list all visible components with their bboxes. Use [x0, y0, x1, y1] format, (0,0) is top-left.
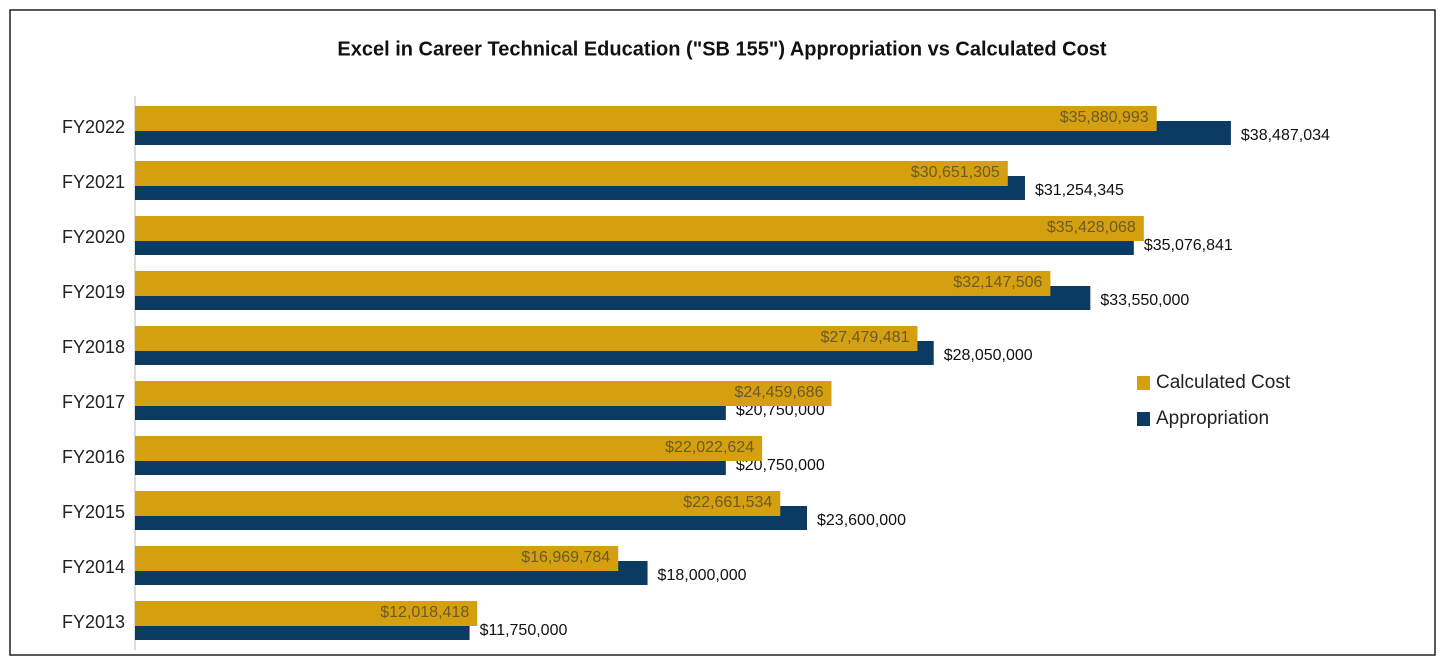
data-label: $28,050,000 — [944, 347, 1033, 364]
legend-label: Calculated Cost — [1156, 372, 1291, 393]
data-label: $31,254,345 — [1035, 182, 1124, 199]
data-label: $20,750,000 — [736, 402, 825, 419]
data-label: $27,479,481 — [820, 329, 909, 346]
bar — [135, 161, 1008, 186]
data-label: $24,459,686 — [735, 384, 824, 401]
data-label: $12,018,418 — [380, 604, 469, 621]
y-tick-label: FY2021 — [62, 172, 125, 192]
bar — [135, 436, 763, 461]
data-label: $20,750,000 — [736, 457, 825, 474]
y-tick-label: FY2017 — [62, 392, 125, 412]
y-tick-label: FY2015 — [62, 502, 125, 522]
data-label: $33,550,000 — [1100, 292, 1189, 309]
y-tick-label: FY2022 — [62, 117, 125, 137]
bar — [135, 491, 781, 516]
y-tick-label: FY2018 — [62, 337, 125, 357]
bar — [135, 381, 832, 406]
y-tick-label: FY2020 — [62, 227, 125, 247]
data-label: $23,600,000 — [817, 512, 906, 529]
data-label: $22,661,534 — [683, 494, 772, 511]
bar — [135, 216, 1144, 241]
legend-swatch — [1137, 412, 1150, 426]
legend-swatch — [1137, 376, 1150, 390]
data-label: $22,022,624 — [665, 439, 754, 456]
data-label: $32,147,506 — [953, 274, 1042, 291]
y-tick-label: FY2013 — [62, 612, 125, 632]
chart-title: Excel in Career Technical Education ("SB… — [337, 38, 1107, 60]
legend-label: Appropriation — [1156, 408, 1269, 429]
y-tick-label: FY2019 — [62, 282, 125, 302]
data-label: $18,000,000 — [658, 567, 747, 584]
data-label: $38,487,034 — [1241, 127, 1330, 144]
bar — [135, 601, 478, 626]
data-label: $30,651,305 — [911, 164, 1000, 181]
bar — [135, 271, 1051, 296]
bar — [135, 106, 1157, 131]
data-label: $35,076,841 — [1144, 237, 1233, 254]
data-label: $35,428,068 — [1047, 219, 1136, 236]
data-label: $35,880,993 — [1060, 109, 1149, 126]
data-label: $16,969,784 — [521, 549, 610, 566]
y-tick-label: FY2016 — [62, 447, 125, 467]
bar — [135, 326, 918, 351]
y-tick-label: FY2014 — [62, 557, 125, 577]
bar — [135, 546, 619, 571]
data-label: $11,750,000 — [480, 622, 568, 639]
